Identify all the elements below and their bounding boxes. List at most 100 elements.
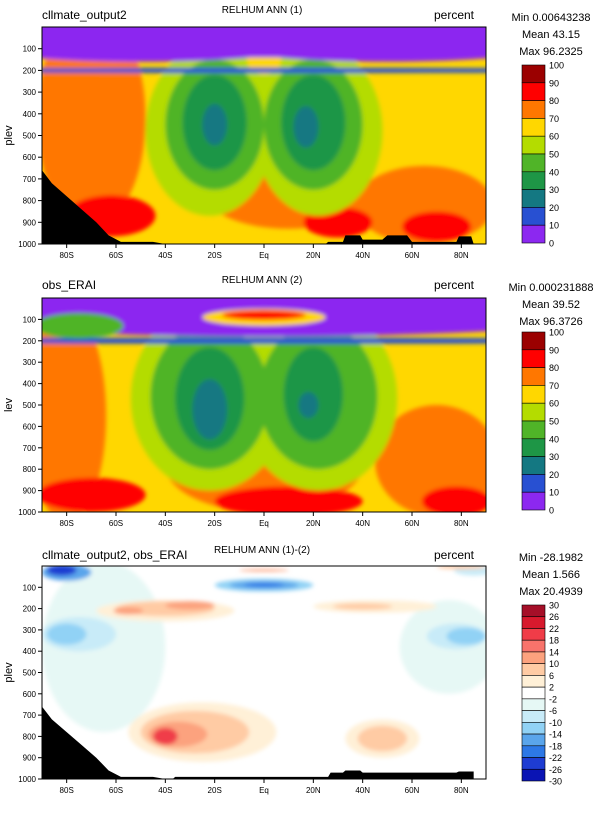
colorbar-label: -26	[549, 765, 562, 775]
colorbar-label: 22	[549, 624, 559, 634]
contour-region	[333, 603, 393, 610]
colorbar-label: 10	[549, 488, 559, 498]
y-tick-label: 400	[23, 110, 37, 119]
colorbar-label: 10	[549, 221, 559, 231]
colorbar-label: -2	[549, 694, 557, 704]
contour-region	[298, 392, 319, 418]
contour-region	[42, 27, 146, 227]
x-tick-label: 40N	[355, 519, 370, 528]
colorbar-label: 0	[549, 506, 554, 516]
colorbar-label: 2	[549, 683, 554, 693]
colorbar-swatch	[521, 722, 546, 735]
x-tick-label: Eq	[259, 251, 269, 260]
colorbar-label: 26	[549, 612, 559, 622]
y-tick-label: 900	[23, 754, 37, 763]
units-label: percent	[434, 548, 475, 562]
y-tick-label: 200	[23, 66, 37, 75]
y-tick-label: 1000	[18, 775, 36, 784]
y-tick-label: 1000	[18, 508, 36, 517]
y-tick-label: 800	[23, 197, 37, 206]
y-tick-label: 100	[23, 583, 37, 592]
colorbar-label: -22	[549, 753, 562, 763]
y-tick-label: 800	[23, 465, 37, 474]
x-tick-label: 20N	[306, 519, 321, 528]
colorbar-swatch	[521, 118, 546, 137]
contour-region	[42, 67, 486, 74]
colorbar-swatch	[521, 639, 546, 653]
colorbar-label: 10	[549, 659, 559, 669]
y-tick-label: 600	[23, 153, 37, 162]
y-tick-label: 300	[23, 358, 37, 367]
units-label: percent	[434, 278, 475, 292]
y-tick-label: 400	[23, 380, 37, 389]
units-label: percent	[434, 8, 475, 22]
center-title: RELHUM ANN (1)-(2)	[214, 545, 310, 556]
x-tick-label: Eq	[259, 519, 269, 528]
contour-field	[42, 298, 486, 512]
colorbar-label: -6	[549, 706, 557, 716]
colorbar-label: 80	[549, 96, 559, 106]
colorbar-label: 60	[549, 399, 559, 409]
contour-regions	[42, 27, 486, 244]
panel-3: cllmate_output2, obs_ERAI RELHUM ANN (1)-…	[3, 545, 583, 795]
colorbar-label: -14	[549, 730, 562, 740]
colorbar-label: 40	[549, 167, 559, 177]
y-axis-label: plev	[3, 125, 15, 146]
colorbar-label: 100	[549, 61, 564, 71]
colorbar-label: 70	[549, 114, 559, 124]
y-tick-label: 300	[23, 88, 37, 97]
colorbar-label: 20	[549, 470, 559, 480]
colorbar-swatch	[521, 82, 546, 101]
colorbar-swatch	[521, 420, 546, 440]
left-title: cllmate_output2, obs_ERAI	[42, 548, 187, 562]
colorbar-swatch	[521, 331, 546, 351]
contour-region	[244, 582, 284, 587]
colorbar-label: 70	[549, 381, 559, 391]
y-tick-label: 200	[23, 605, 37, 614]
y-tick-label: 200	[23, 337, 37, 346]
y-tick-label: 100	[23, 45, 37, 54]
y-tick-label: 300	[23, 626, 37, 635]
contour-field	[42, 566, 486, 779]
colorbar-swatch	[521, 675, 546, 688]
contour-region	[42, 308, 107, 512]
x-tick-label: 20N	[306, 786, 321, 795]
x-tick-label: 40S	[158, 519, 172, 528]
contour-region	[375, 405, 486, 512]
contour-region	[239, 568, 289, 572]
y-tick-label: 600	[23, 690, 37, 699]
x-tick-label: Eq	[259, 786, 269, 795]
y-axis-label: lev	[3, 397, 15, 412]
colorbar-swatch	[521, 171, 546, 190]
colorbar-label: 40	[549, 434, 559, 444]
colorbar-swatch	[521, 367, 546, 386]
contour-region	[214, 486, 363, 512]
y-tick-label: 500	[23, 132, 37, 141]
colorbar-swatch	[521, 402, 546, 422]
x-tick-label: 60S	[109, 251, 123, 260]
contour-region	[46, 623, 87, 645]
x-tick-label: 80S	[60, 251, 74, 260]
colorbar-swatch	[521, 698, 546, 711]
colorbar-label: 18	[549, 636, 559, 646]
colorbar-label: 50	[549, 150, 559, 160]
colorbar-swatch	[521, 349, 546, 368]
colorbar-label: 90	[549, 345, 559, 355]
stat-min: Min -28.1982	[519, 552, 583, 564]
colorbar-swatch	[521, 64, 546, 84]
contour-region	[42, 477, 146, 512]
left-title: cllmate_output2	[42, 8, 127, 22]
topography-mask	[42, 170, 486, 244]
contour-region	[153, 727, 178, 745]
colorbar-swatch	[521, 757, 546, 770]
contour-region	[357, 725, 408, 752]
colorbar-label: 90	[549, 78, 559, 88]
center-title: RELHUM ANN (1)	[222, 5, 303, 16]
center-title: RELHUM ANN (2)	[222, 275, 303, 286]
stat-max: Max 96.2325	[519, 46, 583, 58]
colorbar-label: 0	[549, 239, 554, 249]
contour-regions	[42, 298, 486, 512]
x-tick-label: 60N	[405, 251, 420, 260]
x-tick-label: 60S	[109, 786, 123, 795]
stat-max: Max 96.3726	[519, 316, 583, 328]
